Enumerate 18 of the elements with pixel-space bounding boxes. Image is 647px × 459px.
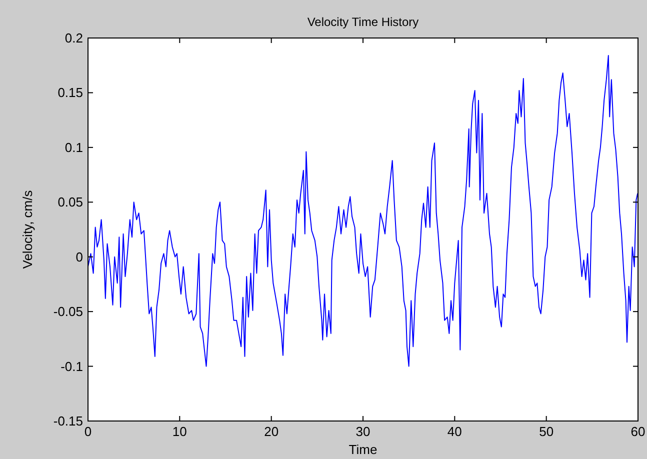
y-axis-title: Velocity, cm/s	[20, 190, 35, 269]
line-series	[88, 55, 638, 367]
y-tick-label: 0.05	[58, 194, 83, 210]
y-tick-label: 0.2	[64, 30, 83, 46]
x-axis-title: Time	[348, 442, 378, 457]
y-tick-label: -0.05	[53, 304, 83, 320]
x-tick-label: 30	[356, 424, 370, 439]
y-tick-label: 0	[76, 249, 83, 264]
x-tick-label: 50	[539, 424, 554, 439]
x-tick-label: 20	[264, 424, 279, 439]
y-tick-label: -0.15	[53, 414, 83, 428]
y-tick-label: 0.15	[58, 85, 83, 100]
y-tick-label: -0.1	[60, 358, 83, 374]
chart-title: Velocity Time History	[307, 15, 419, 29]
y-tick-label: 0.1	[64, 140, 83, 155]
x-tick-label: 60	[630, 424, 646, 439]
x-tick-label: 40	[447, 424, 462, 439]
x-tick-label: 10	[172, 424, 187, 439]
